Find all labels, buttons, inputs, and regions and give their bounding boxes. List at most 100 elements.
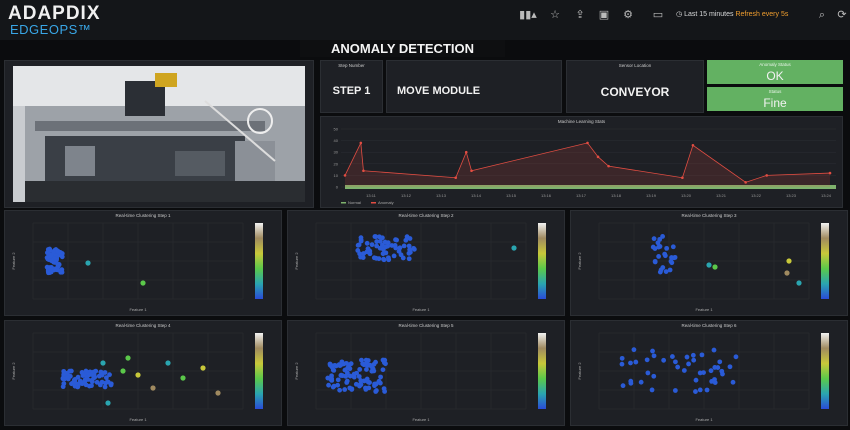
time-range-picker[interactable]: ◷ Last 15 minutes Refresh every 5s — [676, 6, 804, 24]
cluster-panel-6: Real-time Clustering Step 6 Feature 1 Feat… — [570, 320, 848, 426]
cluster-panel-5: Real-time Clustering Step 5 Feature 1 Feat… — [287, 320, 565, 426]
x-tick-label: 13:18 — [611, 193, 622, 198]
anomaly-point — [744, 181, 747, 184]
data-point — [660, 265, 666, 270]
data-point — [631, 347, 637, 353]
outlier-point — [125, 355, 131, 361]
data-point — [394, 237, 400, 243]
time-range-label: Last 15 minutes — [684, 11, 734, 18]
panel-title: Anomaly Status — [759, 62, 791, 67]
data-point — [711, 347, 717, 353]
data-point — [655, 240, 661, 246]
data-point — [359, 357, 364, 363]
anomaly-status-value: OK — [766, 69, 784, 83]
monitor-icon[interactable]: ▭ — [652, 9, 664, 21]
data-point — [670, 244, 676, 250]
cluster-scatter-1: Feature 1 Feature 2 — [11, 222, 263, 312]
data-point — [83, 368, 89, 374]
data-point — [102, 370, 108, 375]
legend-swatch — [371, 202, 376, 204]
data-point — [693, 377, 699, 383]
anomaly-point — [454, 176, 458, 180]
anomaly-point — [681, 176, 684, 180]
y-tick-label: 20 — [334, 161, 339, 166]
data-point — [355, 242, 361, 248]
search-icon[interactable]: ⌕ — [818, 9, 826, 21]
save-icon[interactable]: ▣ — [598, 9, 610, 21]
anomaly-point — [691, 143, 695, 147]
outlier-point — [706, 262, 712, 268]
data-point — [347, 366, 353, 372]
y-axis-label: Feature 2 — [294, 362, 299, 380]
data-point — [54, 248, 60, 254]
data-point — [406, 243, 412, 249]
x-tick-label: 13:19 — [646, 193, 657, 198]
gear-icon[interactable]: ⚙ — [623, 9, 633, 21]
data-point — [367, 248, 373, 254]
panel-title: Real-time Clustering Step 1 — [115, 213, 171, 218]
data-point — [373, 359, 378, 365]
panel-title: Real-time Clustering Step 4 — [115, 323, 171, 328]
data-point — [404, 234, 410, 240]
cluster-panel-1: Real-time Clustering Step 1 Feature 1 Feat… — [4, 210, 282, 316]
outlier-point — [100, 360, 106, 366]
y-axis-label: Feature 2 — [294, 252, 299, 270]
data-point — [357, 367, 363, 372]
data-point — [344, 378, 350, 384]
data-point — [681, 368, 687, 373]
cluster-scatter-6: Feature 1 Feature 2 — [577, 332, 829, 422]
data-point — [672, 254, 678, 260]
x-tick-label: 13:16 — [541, 193, 552, 198]
data-point — [697, 370, 703, 376]
data-point — [329, 377, 335, 383]
data-point — [628, 360, 633, 366]
x-tick-label: 13:17 — [576, 193, 587, 198]
colorbar — [538, 223, 546, 299]
data-point — [684, 354, 690, 360]
anomaly-area — [345, 142, 830, 187]
y-tick-label: 40 — [334, 138, 339, 143]
data-point — [675, 364, 681, 370]
data-point — [708, 368, 714, 374]
data-point — [381, 360, 387, 366]
share-icon[interactable]: ⇪ — [575, 9, 585, 21]
data-point — [669, 255, 674, 260]
data-point — [358, 238, 364, 244]
star-icon[interactable]: ☆ — [550, 9, 560, 21]
anomaly-point — [470, 169, 473, 173]
cluster-scatter-5: Feature 1 Feature 2 — [294, 332, 546, 422]
data-point — [358, 381, 363, 387]
data-point — [628, 380, 634, 386]
data-point — [369, 242, 375, 248]
ml-stats-panel: Machine Learning Stats 50 40 30 20 10 0 13:11 1… — [320, 116, 843, 208]
data-point — [651, 353, 657, 359]
data-point — [93, 368, 99, 374]
data-point — [105, 379, 111, 385]
refresh-icon[interactable]: ⟳ — [837, 9, 847, 21]
outlier-point — [180, 375, 186, 381]
data-point — [650, 348, 655, 354]
data-point — [699, 352, 705, 358]
data-point — [47, 246, 53, 252]
outlier-point — [150, 385, 156, 391]
data-point — [649, 387, 655, 393]
data-point — [53, 266, 58, 272]
data-point — [378, 374, 383, 380]
data-point — [377, 234, 382, 240]
cluster-scatter-3: Feature 1 Feature 2 — [577, 222, 829, 312]
chart-add-icon[interactable]: ▮▮▴ — [519, 9, 537, 21]
data-point — [406, 250, 412, 256]
ml-stats-chart: 50 40 30 20 10 0 13:11 13:12 13:13 13:14 13:15 13:1… — [334, 127, 836, 205]
data-point — [97, 382, 103, 388]
data-point — [364, 367, 369, 372]
data-point — [360, 255, 366, 260]
data-point — [651, 373, 657, 379]
machine-photo — [13, 66, 305, 202]
colorbar — [255, 223, 263, 299]
status-panel: Status Fine — [707, 87, 843, 111]
sensor-location-value: CONVEYOR — [600, 85, 670, 99]
data-point — [398, 252, 404, 258]
x-tick-label: 13:14 — [471, 193, 482, 198]
step-number-panel: Step Number STEP 1 — [320, 60, 383, 113]
data-point — [60, 384, 66, 390]
